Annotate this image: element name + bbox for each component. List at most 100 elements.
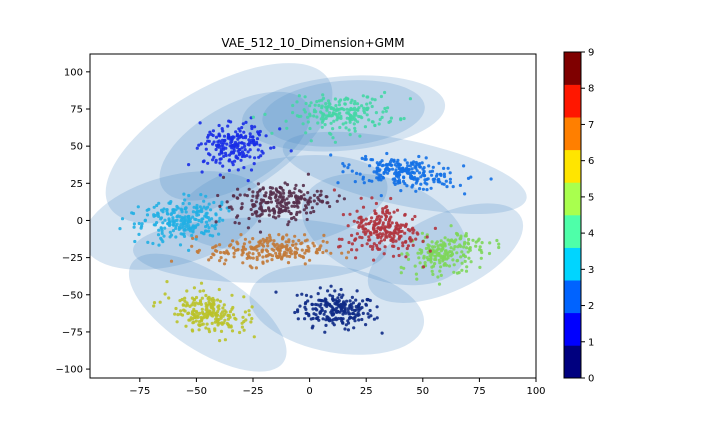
data-point (340, 251, 344, 255)
data-point (350, 233, 354, 237)
data-point (267, 196, 271, 200)
data-point (223, 338, 227, 342)
colorbar-segment-0 (564, 345, 581, 379)
data-point (326, 201, 330, 205)
data-point (352, 326, 356, 330)
data-point (415, 177, 419, 181)
data-point (250, 305, 254, 309)
x-tick-label: 50 (416, 386, 429, 397)
colorbar-tick-label: 0 (588, 374, 594, 385)
cluster-1 (187, 116, 293, 183)
data-point (217, 232, 221, 236)
data-point (228, 315, 232, 319)
data-point (247, 251, 251, 255)
data-point (425, 188, 429, 192)
data-point (421, 239, 425, 244)
data-point (172, 223, 176, 227)
data-point (367, 315, 371, 319)
data-point (381, 176, 385, 180)
data-point (159, 217, 163, 221)
data-point (455, 258, 460, 263)
data-point (397, 227, 401, 231)
data-point (391, 240, 395, 244)
data-point (343, 98, 347, 102)
data-point (299, 196, 304, 200)
data-point (368, 231, 373, 235)
data-point (401, 223, 405, 227)
data-point (157, 243, 161, 247)
data-point (176, 313, 180, 317)
data-point (174, 306, 178, 311)
data-point (318, 193, 322, 197)
data-point (276, 248, 281, 252)
data-point (365, 297, 369, 302)
data-point (259, 213, 263, 217)
data-point (306, 172, 310, 176)
data-point (187, 248, 191, 252)
data-point (255, 137, 260, 141)
data-point (346, 319, 350, 323)
data-point (221, 218, 225, 222)
x-tick-label: 100 (526, 386, 545, 397)
data-point (379, 215, 383, 219)
data-point (260, 209, 264, 213)
data-point (355, 248, 359, 252)
data-point (397, 180, 401, 184)
data-point (332, 119, 336, 123)
data-point (361, 224, 365, 228)
colorbar-tick-label: 1 (588, 337, 594, 348)
data-point (371, 245, 375, 249)
data-point (466, 241, 470, 245)
data-point (143, 218, 147, 222)
data-point (343, 327, 347, 331)
data-point (185, 289, 189, 293)
data-point (270, 131, 274, 135)
data-point (349, 101, 353, 105)
data-point (423, 178, 427, 182)
data-point (226, 313, 230, 317)
data-point (246, 179, 250, 183)
data-point (356, 108, 360, 112)
data-point (243, 136, 248, 140)
data-point (417, 256, 421, 260)
data-point (206, 161, 210, 165)
data-point (364, 154, 368, 159)
data-point (328, 204, 332, 209)
data-point (385, 235, 389, 239)
data-point (287, 220, 291, 224)
colorbar-segment-2 (564, 280, 581, 314)
data-point (348, 304, 352, 308)
data-point (261, 151, 265, 155)
data-point (439, 265, 443, 269)
data-point (361, 311, 365, 315)
data-point (325, 108, 329, 112)
data-point (152, 205, 156, 209)
colorbar-segment-5 (564, 182, 581, 216)
data-point (337, 100, 341, 104)
data-point (358, 215, 362, 219)
data-point (301, 122, 305, 126)
data-point (342, 108, 346, 112)
data-point (368, 308, 372, 313)
data-point (314, 110, 318, 114)
data-point (205, 315, 209, 319)
data-point (178, 243, 183, 247)
data-point (273, 244, 277, 248)
data-point (283, 181, 287, 185)
data-point (295, 247, 299, 251)
data-point (408, 236, 412, 240)
data-point (289, 191, 293, 195)
data-point (207, 327, 211, 331)
data-point (264, 238, 268, 242)
data-point (199, 281, 204, 285)
data-point (174, 226, 178, 230)
data-point (405, 246, 409, 251)
data-point (255, 194, 259, 198)
data-point (250, 126, 254, 131)
data-point (197, 143, 201, 147)
data-point (441, 259, 445, 263)
data-point (313, 103, 317, 107)
data-point (347, 316, 352, 320)
data-point (388, 223, 392, 227)
data-point (308, 196, 312, 200)
